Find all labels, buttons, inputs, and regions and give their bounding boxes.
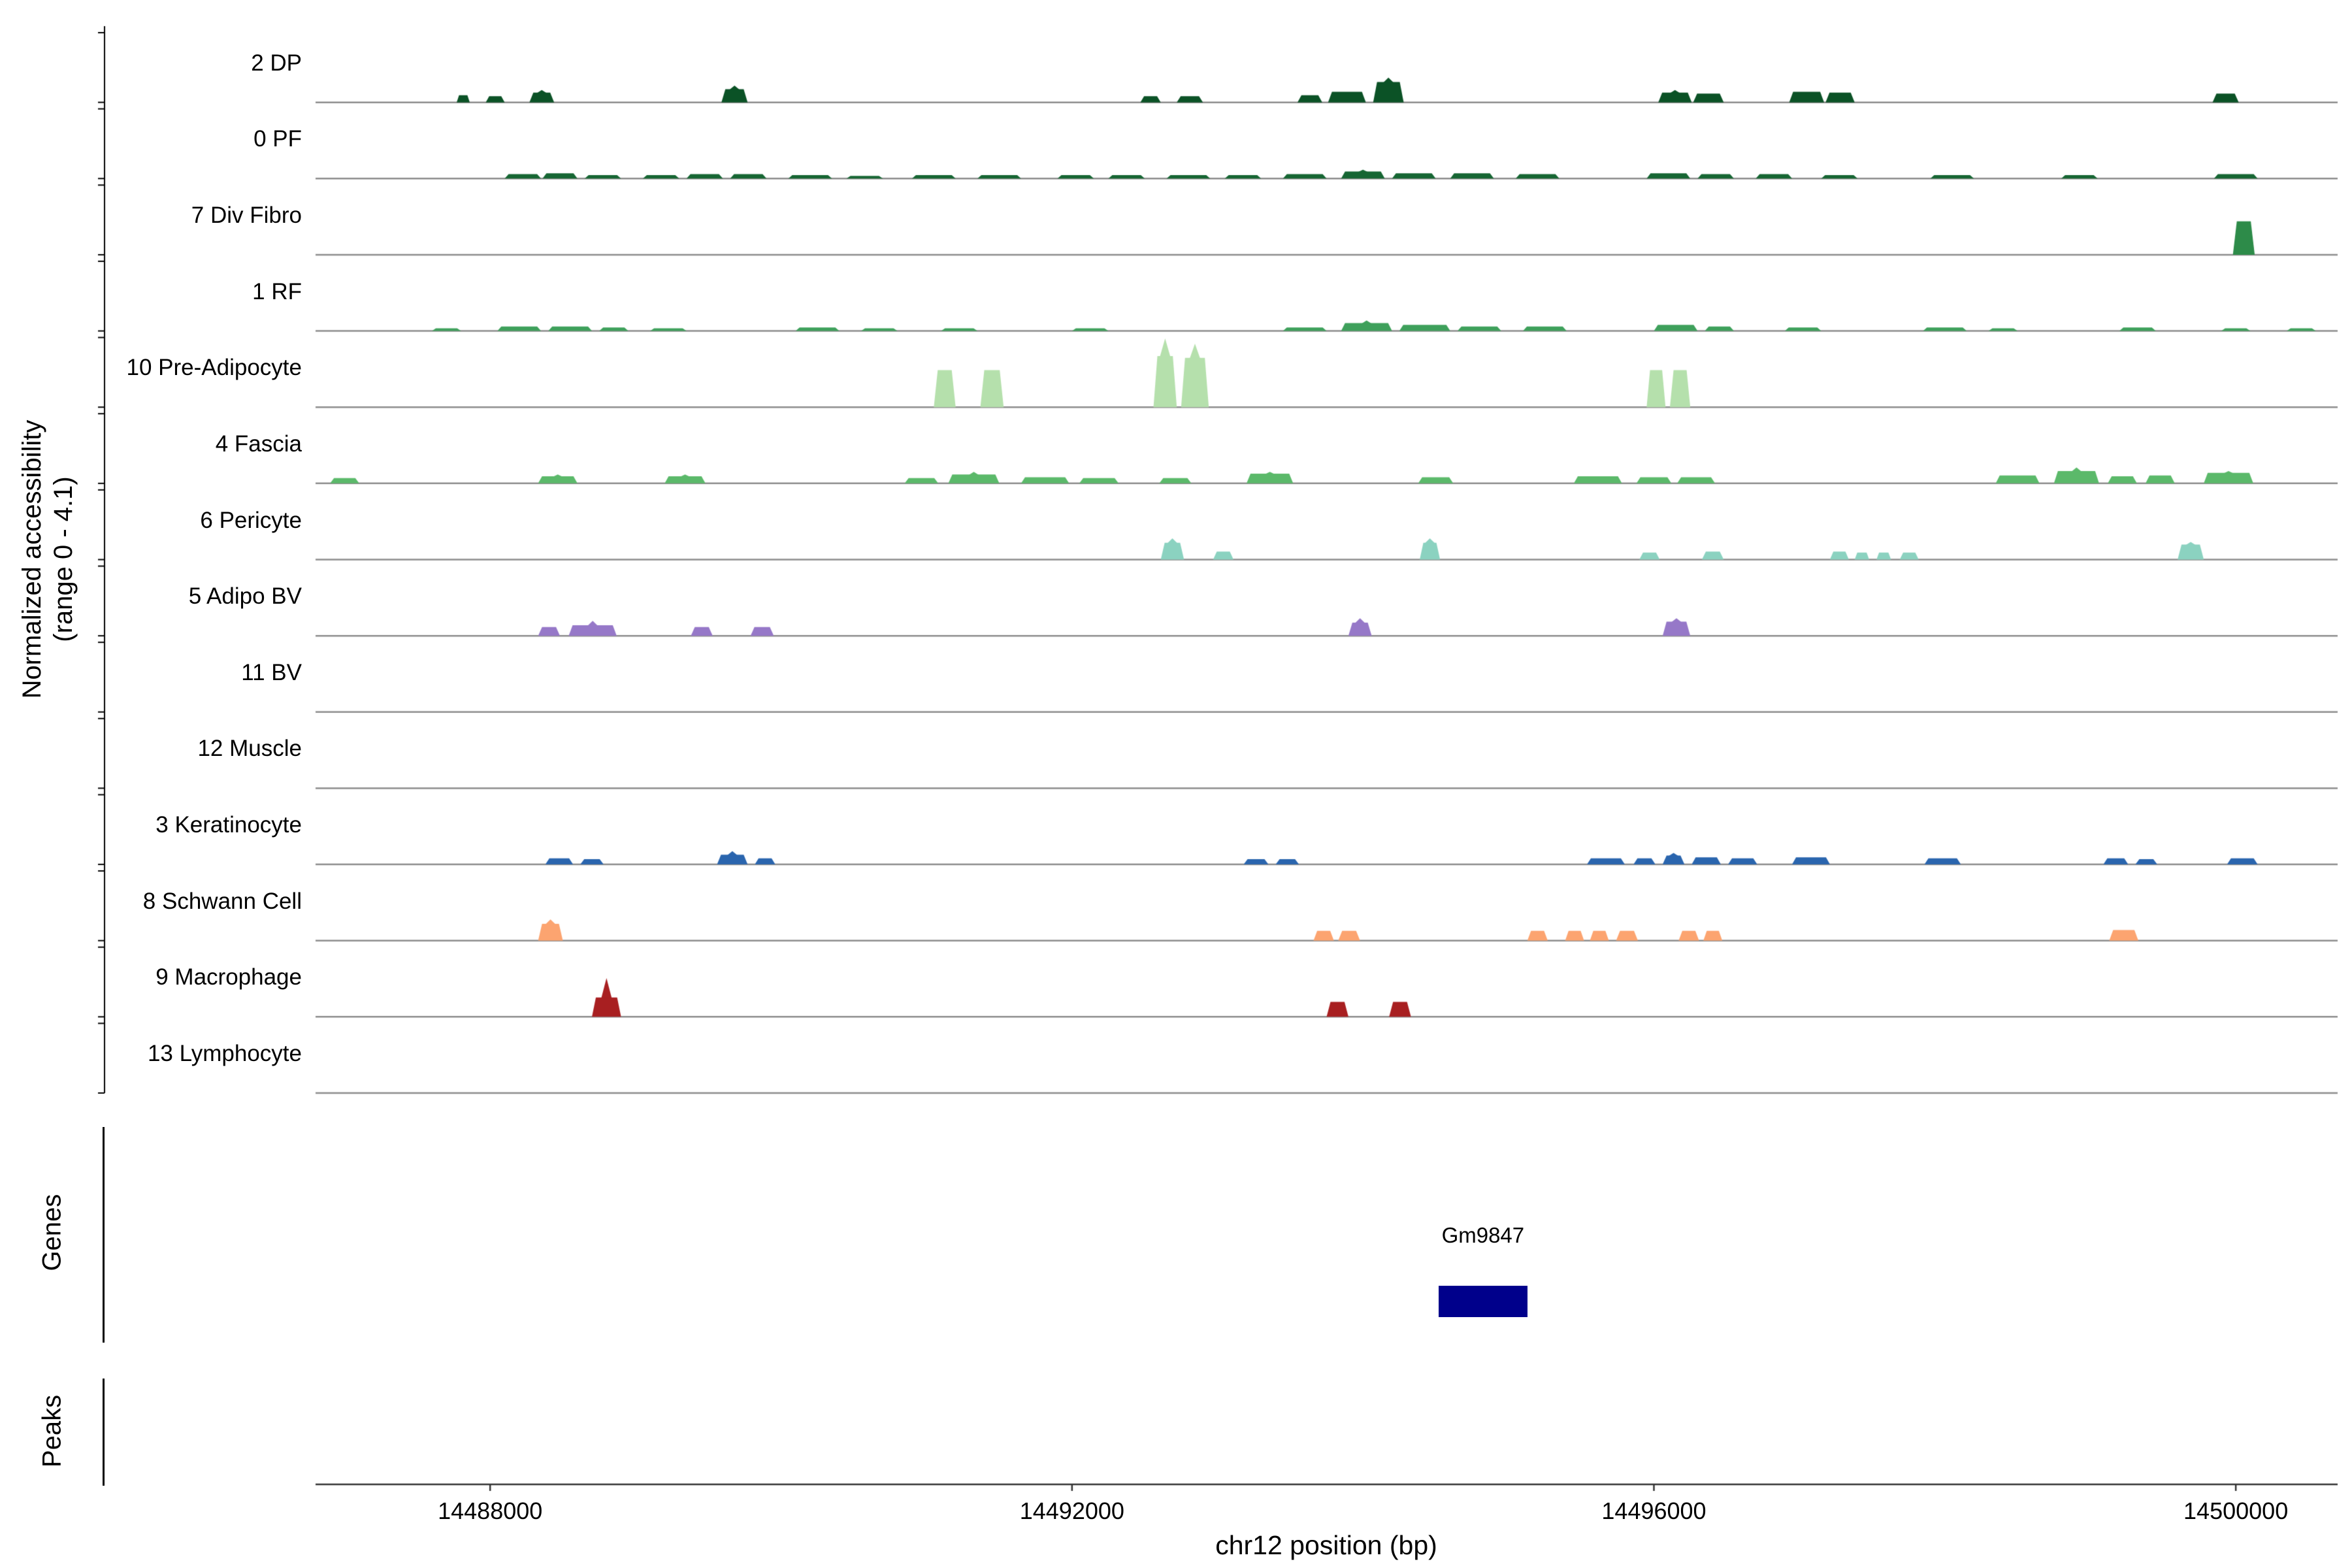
y-axis-title-line1: Normalized accessibility	[18, 419, 46, 699]
gene-label: Gm9847	[1441, 1223, 1525, 1247]
y-axis-title: Normalized accessibility (range 0 - 4.1)	[16, 233, 79, 886]
x-axis-title: chr12 position (bp)	[1215, 1530, 1437, 1560]
y-axis-title-line2: (range 0 - 4.1)	[49, 476, 78, 642]
genes-section-bracket	[103, 1127, 105, 1343]
peaks-section-bracket	[103, 1379, 105, 1486]
peaks-section-label: Peaks	[37, 1394, 67, 1468]
gene-body	[1438, 1286, 1527, 1317]
